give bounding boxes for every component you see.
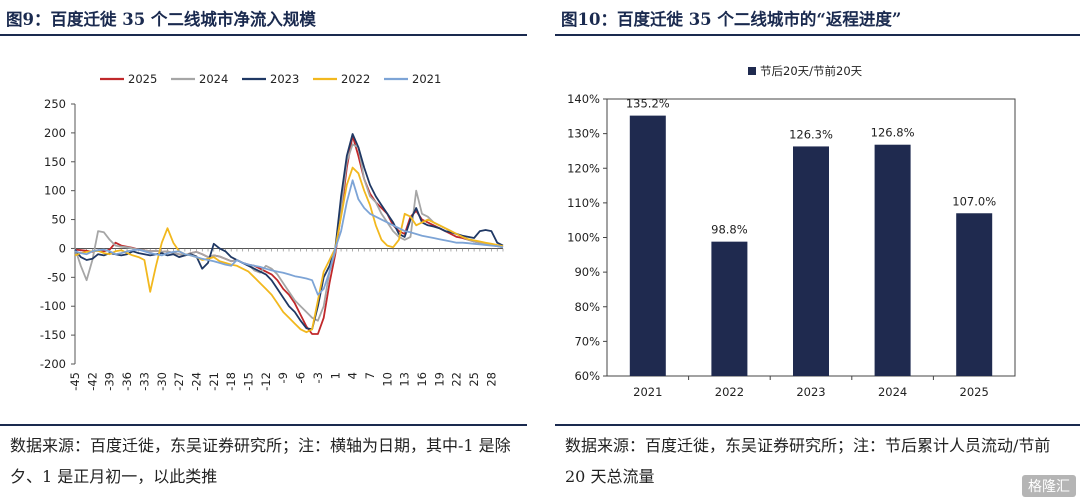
- x-tick-label: -33: [137, 372, 151, 391]
- x-tick-label: 7: [363, 372, 377, 379]
- y-tick-label: 200: [44, 126, 66, 140]
- x-tick-label: -42: [85, 372, 99, 391]
- y-tick-label: 60%: [574, 369, 600, 383]
- legend-label-2024: 2024: [199, 72, 228, 86]
- x-tick-label: -27: [172, 372, 186, 391]
- left-source-note: 数据来源：百度迁徙，东吴证券研究所；注：横轴为日期，其中-1 是除夕、1 是正月…: [10, 436, 511, 486]
- legend-label-2022: 2022: [341, 72, 370, 86]
- x-tick-label: -12: [259, 372, 273, 391]
- right-bottom-rule: [555, 424, 1080, 426]
- bar-value-label: 135.2%: [626, 97, 670, 111]
- series-line-2023: [74, 133, 504, 331]
- x-tick-label: 2023: [796, 385, 825, 399]
- x-tick-label: 19: [432, 372, 446, 387]
- x-tick-label: 4: [346, 372, 360, 379]
- y-tick-label: 250: [44, 97, 66, 111]
- bar-value-label: 126.3%: [789, 127, 833, 141]
- right-top-rule: [555, 34, 1080, 36]
- x-tick-label: 28: [484, 372, 498, 387]
- x-tick-label: 16: [415, 372, 429, 387]
- x-tick-label: -6: [294, 372, 308, 383]
- x-tick-label: 25: [467, 372, 481, 387]
- y-tick-label: -50: [47, 270, 66, 284]
- y-tick-label: 140%: [567, 92, 600, 106]
- x-tick-label: -39: [103, 372, 117, 391]
- y-tick-label: 90%: [574, 265, 600, 279]
- x-tick-label: -21: [207, 372, 221, 391]
- x-tick-label: 1: [328, 372, 342, 379]
- x-tick-label: 2024: [878, 385, 907, 399]
- legend-label: 节后20天/节前20天: [760, 64, 863, 78]
- bar-2023: [793, 146, 829, 376]
- bar-2025: [956, 213, 993, 376]
- right-panel: 图10：百度迁徙 35 个二线城市的“返程进度” 60% 70% 80% 90% 100…: [555, 0, 1080, 501]
- left-top-rule: [0, 34, 527, 36]
- legend-label-2021: 2021: [412, 72, 441, 86]
- y-tick-label: 110%: [567, 196, 600, 210]
- x-tick-label: -36: [120, 372, 134, 391]
- bar-2022: [711, 241, 748, 376]
- series-line-2025: [74, 134, 504, 335]
- legend-swatch: [748, 67, 756, 75]
- x-tick-label: 2022: [715, 385, 744, 399]
- y-tick-label: 50: [51, 213, 66, 227]
- y-tick-label: 150: [44, 155, 66, 169]
- bar-chart: 60% 70% 80% 90% 100% 110% 120% 130% 140% 135.2% 20…: [567, 64, 1016, 399]
- watermark: 格隆汇: [1022, 475, 1076, 497]
- x-tick-label: 13: [398, 372, 412, 387]
- x-tick-label: -24: [189, 372, 203, 391]
- left-figure-title: 图9：百度迁徙 35 个二线城市净流入规模: [6, 10, 316, 29]
- x-tick-label: -30: [155, 372, 169, 391]
- x-tick-label: -3: [311, 372, 325, 383]
- y-tick-label: 130%: [567, 127, 600, 141]
- y-tick-label: 100%: [567, 231, 600, 245]
- x-tick-label: -18: [224, 372, 238, 391]
- y-tick-label: 0: [59, 241, 66, 255]
- x-tick-label: 2025: [960, 385, 989, 399]
- right-source-note: 数据来源：百度迁徙，东吴证券研究所；注：节后累计人员流动/节前 20 天总流量: [565, 436, 1051, 486]
- series-line-2021: [74, 179, 504, 296]
- bar-2024: [874, 144, 911, 376]
- x-tick-label: 22: [450, 372, 464, 387]
- bar-value-label: 98.8%: [711, 223, 748, 237]
- bar-value-label: 126.8%: [871, 126, 915, 140]
- left-bottom-rule: [0, 424, 527, 426]
- x-tick-label: -9: [276, 372, 290, 383]
- right-figure-title: 图10：百度迁徙 35 个二线城市的“返程进度”: [561, 10, 902, 29]
- x-tick-label: -15: [242, 372, 256, 391]
- y-tick-label: 80%: [574, 300, 600, 314]
- y-tick-label: -200: [40, 357, 66, 371]
- x-tick-label: 2021: [633, 385, 662, 399]
- y-tick-label: 100: [44, 184, 66, 198]
- legend-label-2025: 2025: [128, 72, 157, 86]
- left-panel: 图9：百度迁徙 35 个二线城市净流入规模 -200 -150 -100 -50 0 50…: [0, 0, 527, 501]
- y-tick-label: 70%: [574, 334, 600, 348]
- legend-label-2023: 2023: [270, 72, 299, 86]
- series-line-2022: [74, 166, 504, 334]
- y-tick-label: 120%: [567, 161, 600, 175]
- bar-2021: [629, 115, 666, 377]
- bar-value-label: 107.0%: [952, 194, 996, 208]
- y-tick-label: -150: [40, 328, 66, 342]
- x-tick-label: -45: [68, 372, 82, 391]
- x-tick-label: 10: [380, 372, 394, 387]
- y-tick-label: -100: [40, 299, 66, 313]
